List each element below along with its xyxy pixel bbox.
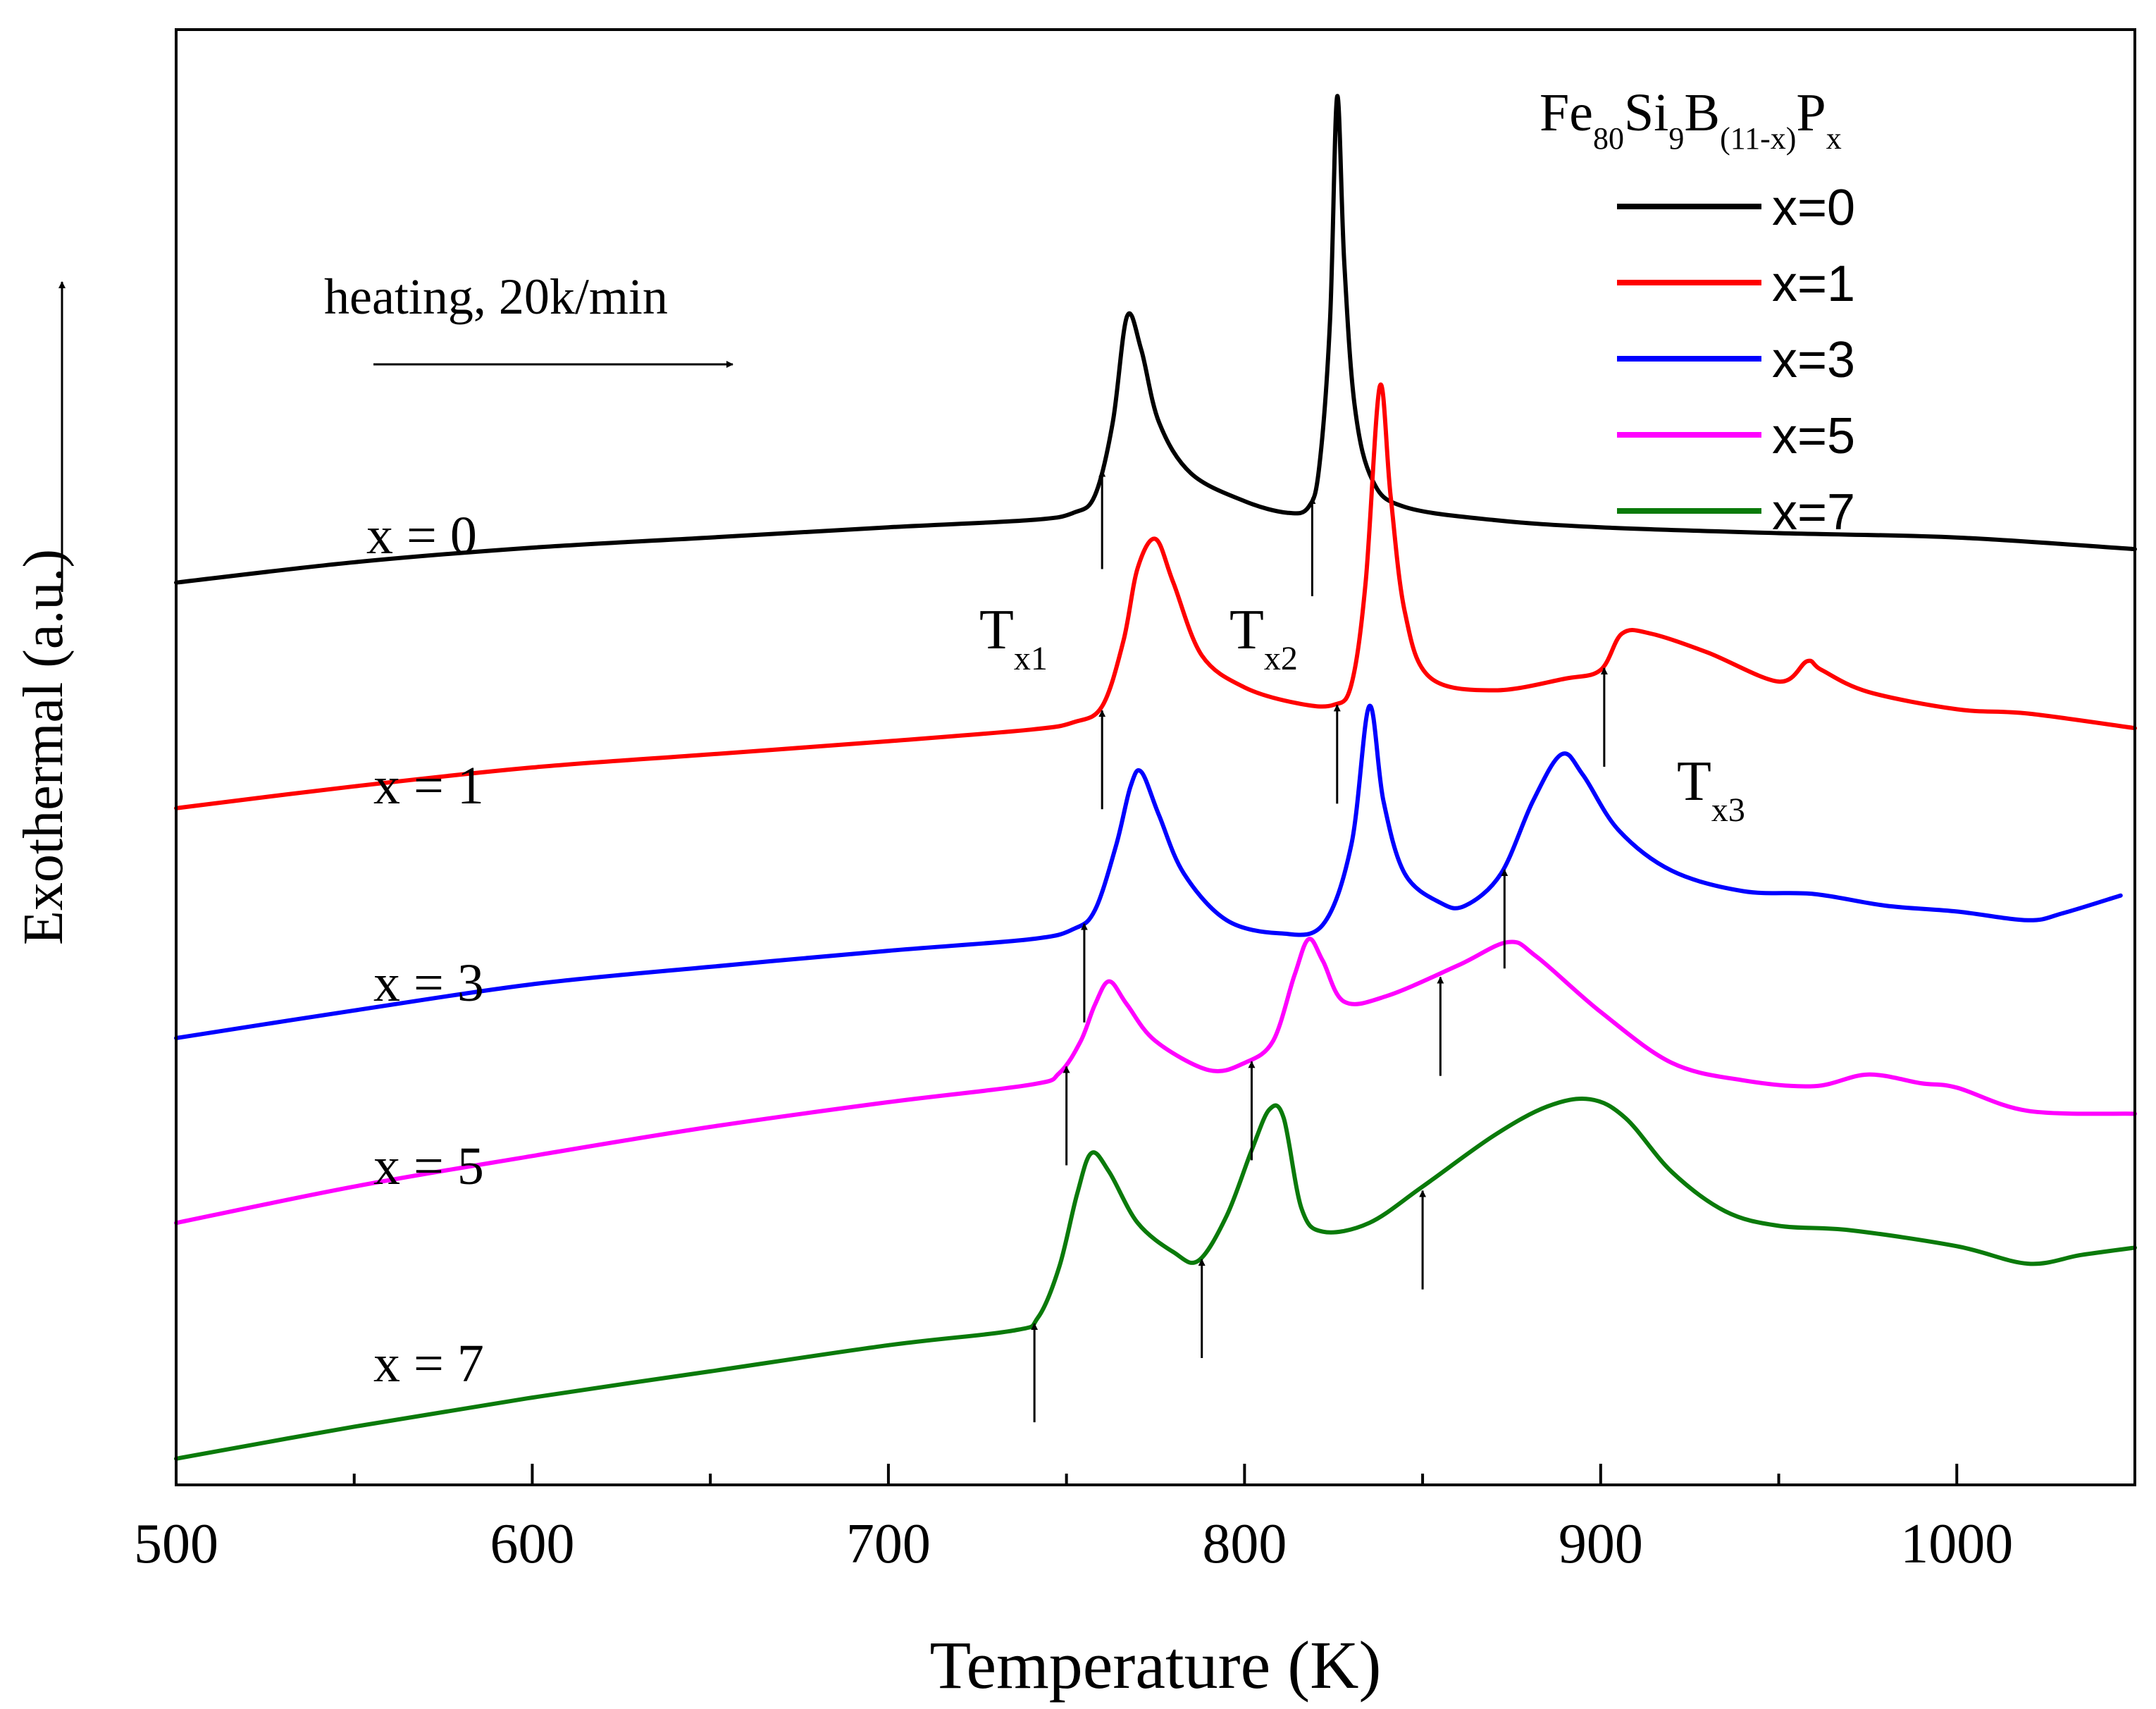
x-axis-label: Temperature (K): [930, 1627, 1382, 1703]
legend-title-p-sub: x: [1826, 121, 1842, 156]
x-tick-label: 600: [490, 1513, 574, 1575]
series-label-x1: x = 1: [373, 756, 484, 815]
x-tick-label: 700: [846, 1513, 931, 1575]
legend-title-fe-sub: 80: [1593, 121, 1624, 156]
y-axis-label: Exothermal (a.u.): [13, 549, 75, 945]
plot-frame: [175, 28, 2136, 1486]
series-line-x0: [174, 94, 2137, 585]
tx1-sub: x1: [1014, 640, 1048, 677]
x-tick-label: 900: [1559, 1513, 1643, 1575]
legend-label-x1: x=1: [1772, 256, 1855, 312]
x-tick-label: 1000: [1900, 1513, 2013, 1575]
legend-title-p: P: [1796, 83, 1826, 142]
series-line-x3: [174, 703, 2123, 1040]
tx2-label: Tx2: [1229, 599, 1298, 677]
tx1-base: T: [979, 599, 1014, 661]
series-label-x7: x = 7: [373, 1334, 484, 1393]
series-label-x0: x = 0: [366, 506, 477, 565]
legend-entries: x=0 x=1 x=3 x=5 x=7: [1617, 180, 1855, 541]
tx3-label: Tx3: [1677, 751, 1745, 829]
x-tick-label: 800: [1202, 1513, 1287, 1575]
series-label-x5: x = 5: [373, 1137, 484, 1196]
series-line-x7: [174, 1097, 2137, 1461]
tx1-label: Tx1: [979, 599, 1048, 677]
legend-label-x5: x=5: [1772, 408, 1855, 464]
x-axis-ticks: 500 600 700 800 900 1000: [134, 1464, 2136, 1575]
legend: Fe80Si9B(11-x)Px x=0 x=1 x=3 x=5 x=7: [1539, 83, 1855, 541]
arrow-layer: [1031, 469, 1608, 1423]
tx2-base: T: [1229, 599, 1264, 661]
x-tick-label: 500: [134, 1513, 218, 1575]
tx2-sub: x2: [1264, 640, 1298, 677]
tx3-sub: x3: [1711, 791, 1745, 829]
series-line-x1: [174, 382, 2137, 810]
legend-title-si: Si: [1624, 83, 1668, 142]
series-label-x3: x = 3: [373, 954, 484, 1013]
series-line-x5: [174, 937, 2137, 1226]
legend-label-x0: x=0: [1772, 180, 1855, 236]
tx3-base: T: [1677, 751, 1711, 813]
legend-label-x3: x=3: [1772, 332, 1855, 388]
heating-annotation: heating, 20k/min: [324, 269, 668, 325]
legend-title-b-sub: (11-x): [1720, 121, 1796, 156]
legend-title: Fe80Si9B(11-x)Px: [1539, 83, 1842, 156]
series-layer: [174, 94, 2137, 1461]
legend-title-b: B: [1684, 83, 1720, 142]
legend-label-x7: x=7: [1772, 484, 1855, 541]
legend-title-fe: Fe: [1539, 83, 1593, 142]
legend-title-si-sub: 9: [1668, 121, 1684, 156]
